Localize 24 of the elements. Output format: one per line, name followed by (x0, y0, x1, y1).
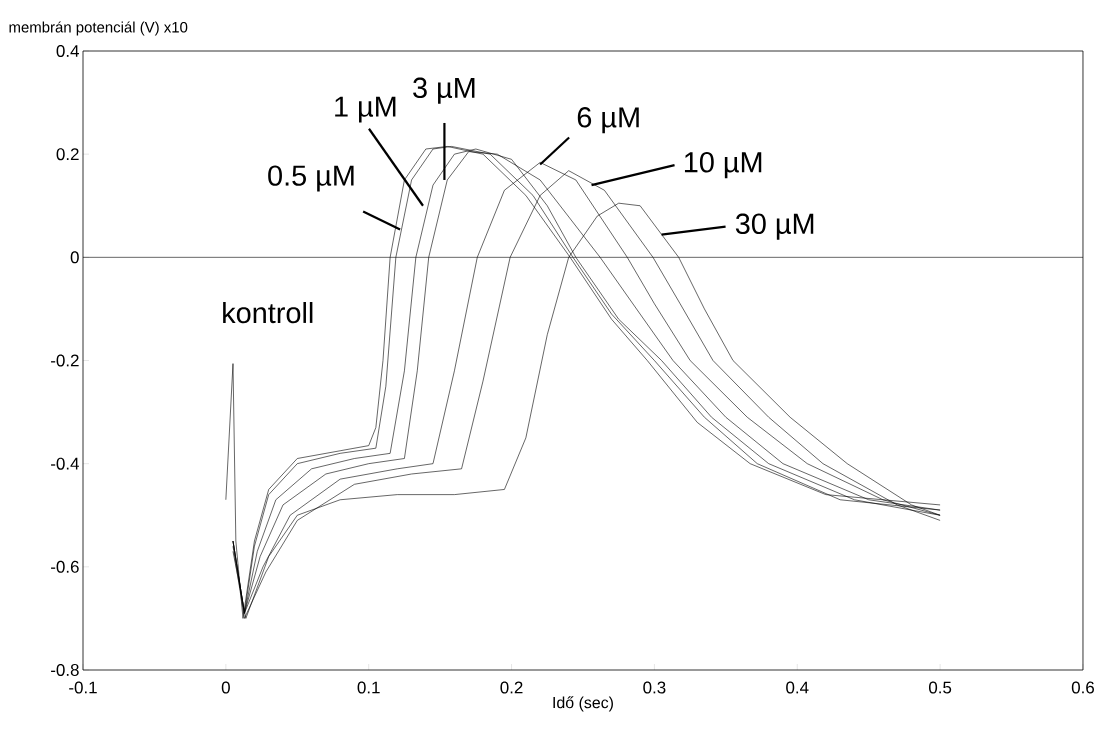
x-tick-label: 0.1 (357, 681, 380, 694)
y-tick-label: -0.2 (51, 354, 79, 367)
x-tick-label: 0.5 (929, 681, 952, 694)
y-tick-label: -0.6 (51, 560, 79, 573)
y-tick-label: 0.4 (56, 45, 79, 57)
y-tick-label: 0.2 (56, 148, 79, 161)
annotation: 3 µM (413, 77, 475, 104)
x-tick-label: 0 (221, 681, 230, 694)
x-tick-label: 0.4 (786, 681, 809, 694)
annotation: kontroll (223, 301, 313, 324)
x-tick-label: 0.3 (643, 681, 666, 694)
x-axis-title: Idő (sec) (553, 696, 613, 712)
annotation: 0.5 µM (268, 165, 354, 192)
y-tick-label: 0 (70, 251, 79, 264)
annotation: 10 µM (684, 152, 762, 179)
annotation: 1 µM (335, 96, 396, 123)
x-tick-label: -0.1 (69, 681, 97, 694)
x-tick-label: 0.2 (500, 681, 523, 694)
x-tick-label: 0.6 (1071, 681, 1094, 694)
y-tick-label: -0.4 (51, 457, 79, 470)
annotation: 30 µM (735, 213, 814, 240)
y-axis-title: membrán potenciál (V) x10 (9, 21, 188, 36)
y-tick-label: -0.8 (51, 664, 79, 676)
annotation: 6 µM (577, 107, 639, 134)
